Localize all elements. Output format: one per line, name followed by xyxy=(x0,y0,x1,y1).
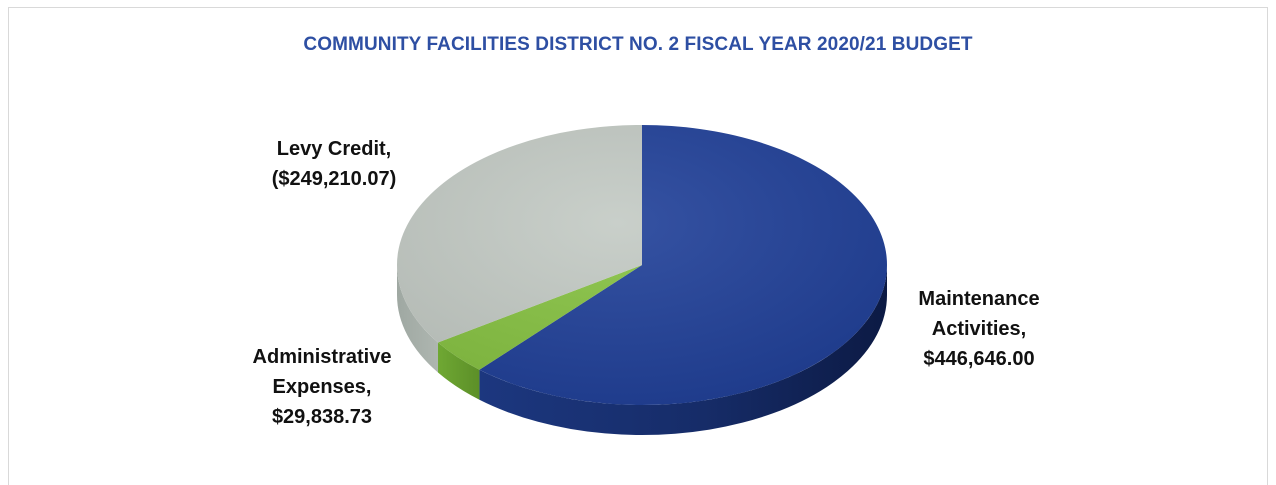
data-label: Maintenance Activities, $446,646.00 xyxy=(918,288,1039,370)
pie-slice-side xyxy=(438,342,480,400)
data-label: Levy Credit, ($249,210.07) xyxy=(272,138,397,190)
data-label: Administrative Expenses, $29,838.73 xyxy=(253,346,392,428)
pie-slice-side xyxy=(397,265,438,373)
pie-top-shading xyxy=(397,125,887,405)
chart-title: COMMUNITY FACILITIES DISTRICT NO. 2 FISC… xyxy=(303,34,973,55)
pie-slice-side xyxy=(479,265,887,436)
